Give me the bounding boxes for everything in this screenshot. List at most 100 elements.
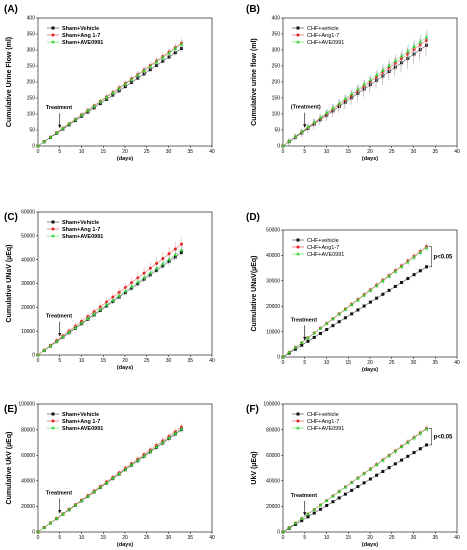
x-tick-label: 20 (367, 360, 373, 366)
data-point (54, 130, 59, 135)
data-point (393, 462, 397, 466)
y-axis-label: Cumulative UkV (µEq) (6, 432, 13, 505)
data-point (343, 307, 348, 311)
data-point (318, 503, 323, 507)
series-line (282, 247, 427, 358)
treatment-arrow-head (58, 124, 62, 129)
data-point (387, 466, 391, 470)
y-tick-label: 200 (272, 80, 281, 86)
data-point (293, 134, 298, 138)
data-point (425, 443, 429, 447)
data-point (73, 117, 78, 121)
data-series (281, 443, 429, 534)
data-point (362, 293, 366, 297)
data-point (142, 271, 146, 275)
legend-label: CHF+Ang1-7 (307, 33, 339, 39)
data-point (312, 120, 317, 124)
data-point (299, 340, 304, 345)
data-point (325, 328, 329, 332)
data-point (399, 444, 404, 449)
data-point (324, 110, 329, 115)
data-point (381, 279, 385, 283)
data-point (374, 462, 379, 467)
data-point (123, 82, 128, 86)
legend-label: CHF+vehicle (307, 26, 339, 32)
y-tick-label: 50 (274, 128, 280, 134)
data-point (179, 248, 184, 252)
panel-letter: (B) (246, 4, 260, 15)
legend-label: Sham+Ang 1-7 (62, 419, 100, 425)
data-point (136, 282, 140, 286)
data-point (318, 115, 323, 119)
data-point (161, 55, 165, 59)
data-point (324, 498, 329, 502)
data-point (98, 307, 103, 311)
y-tick-label: 400 (272, 16, 281, 22)
legend-marker (296, 26, 300, 30)
x-tick-label: 15 (100, 535, 106, 541)
data-series (36, 45, 184, 148)
y-tick-label: 250 (272, 64, 281, 70)
data-point (368, 300, 372, 304)
data-point (412, 273, 416, 277)
data-point (173, 431, 178, 435)
panel-letter: (D) (246, 212, 260, 223)
y-tick-label: 60000 (21, 453, 35, 459)
data-point (362, 82, 366, 86)
legend-marker (296, 33, 300, 37)
data-point (117, 471, 121, 476)
data-series (281, 264, 429, 359)
significance-bracket (428, 246, 432, 268)
data-point (318, 326, 323, 330)
panel-letter: (F) (246, 404, 259, 415)
x-tick-label: 30 (166, 149, 172, 155)
x-tick-label: 40 (209, 149, 215, 155)
x-tick-label: 20 (122, 535, 128, 541)
data-point (331, 500, 335, 504)
x-tick-label: 25 (389, 360, 395, 366)
data-point (42, 348, 47, 352)
data-point (117, 290, 121, 294)
y-tick-label: 150 (27, 96, 36, 102)
data-point (331, 106, 335, 110)
data-point (406, 277, 410, 281)
legend-marker (296, 419, 300, 423)
series-line (282, 40, 427, 147)
data-point (424, 427, 429, 431)
data-point (111, 295, 115, 299)
data-point (86, 108, 90, 112)
x-tick-label: 40 (209, 358, 215, 364)
data-point (381, 292, 385, 296)
y-tick-label: 40000 (266, 253, 280, 259)
series-line (37, 252, 182, 356)
x-tick-label: 25 (389, 149, 395, 155)
data-point (387, 453, 391, 458)
panel-letter: (E) (4, 404, 17, 415)
data-point (92, 489, 96, 493)
data-point (393, 449, 398, 453)
treatment-annotation: Treatment (291, 317, 317, 323)
data-point (117, 293, 121, 298)
data-point (54, 339, 59, 343)
legend-label: CHF+Ang1-7 (307, 245, 339, 251)
x-tick-label: 20 (122, 358, 128, 364)
data-point (312, 507, 317, 511)
data-point (349, 480, 354, 485)
data-point (36, 530, 40, 534)
y-tick-label: 300 (27, 48, 36, 54)
data-point (148, 271, 153, 275)
x-tick-label: 5 (58, 535, 61, 541)
data-point (79, 113, 84, 117)
data-point (92, 312, 96, 316)
data-point (299, 129, 304, 134)
data-point (375, 473, 379, 477)
data-point (400, 458, 404, 462)
legend-marker (51, 220, 55, 224)
data-point (129, 284, 134, 288)
data-point (104, 95, 109, 99)
data-point (167, 252, 171, 256)
x-tick-label: 0 (37, 149, 40, 155)
x-tick-label: 15 (345, 360, 351, 366)
